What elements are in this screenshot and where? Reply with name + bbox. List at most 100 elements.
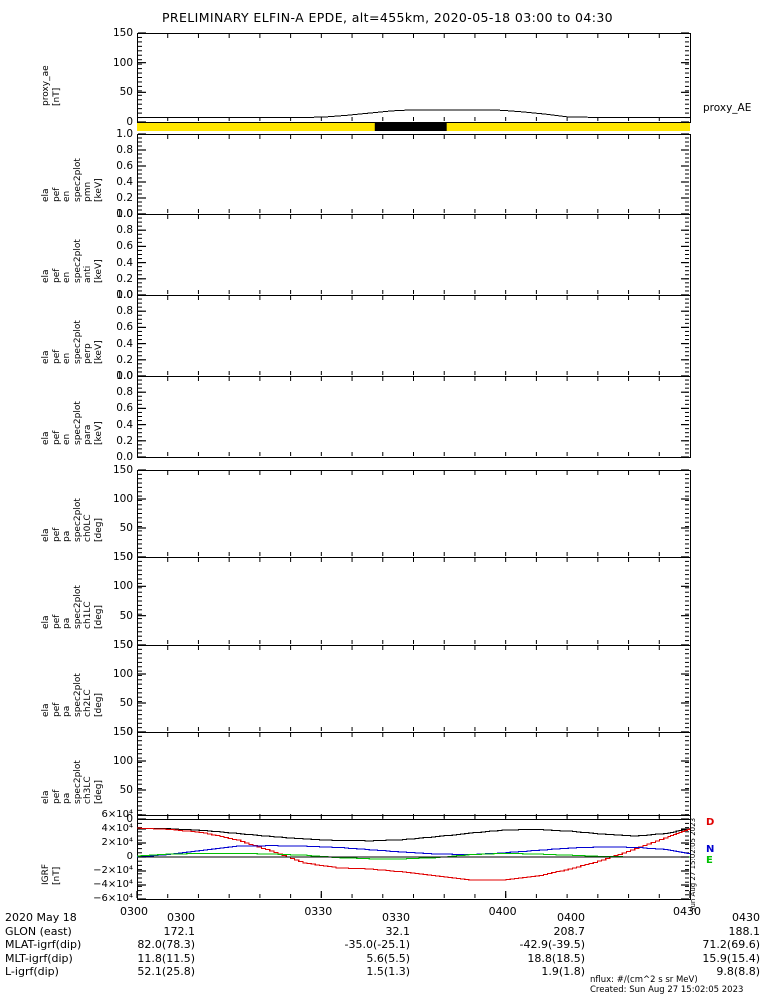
panel-igrf-ytick: −6×10⁴ xyxy=(93,893,133,904)
ephemeris-cell: 172.1 xyxy=(163,924,196,938)
ephemeris-cell: 32.1 xyxy=(385,924,411,938)
ephemeris-cell: 82.0(78.3) xyxy=(137,938,195,951)
ephemeris-cell: 9.8(8.8) xyxy=(716,965,760,978)
panel-en_pmn-ytick: 0.8 xyxy=(116,144,133,156)
panel-proxy_ae-ytick: 50 xyxy=(119,86,133,99)
panel-pa_ch2lc-ylabel-line: ela xyxy=(41,702,51,717)
igrf-legend-E: E xyxy=(706,855,713,866)
panel-pa_ch1lc-ytick: 50 xyxy=(119,609,133,622)
ephemeris-row-label: L-igrf(dip) xyxy=(5,965,59,978)
ephemeris-cell: 5.6(5.5) xyxy=(366,951,410,965)
ephemeris-cell: 15.9(15.4) xyxy=(702,951,760,965)
panel-en_anti-ytick: 0.6 xyxy=(116,240,133,253)
panel-proxy_ae-ytick: 150 xyxy=(112,27,133,39)
ephemeris-cell: 0330 xyxy=(382,911,410,924)
panel-igrf-ytick: 0 xyxy=(126,851,133,862)
panel-en_pmn-ylabel-line: ela xyxy=(41,188,51,202)
panel-igrf-ytick: 2×10⁴ xyxy=(101,837,133,848)
panel-en_pmn-ytick: 1.0 xyxy=(116,128,133,140)
panel-pa_ch1lc-ytick: 0 xyxy=(126,639,133,651)
panel-pa_ch3lc-ytick: 100 xyxy=(112,755,133,767)
panel-igrf-ytick: 4×10⁴ xyxy=(101,823,133,834)
panel-pa_ch2lc-ytick: 150 xyxy=(112,639,133,651)
side-timestamp: Sun Aug 27 15:02:05 2023 xyxy=(689,817,697,912)
ephemeris-cell: -42.9(-39.5) xyxy=(519,938,585,951)
panel-en_pmn-ytick: 0.0 xyxy=(116,208,133,220)
panel-en_perp-ytick: 0.4 xyxy=(116,337,133,350)
panel-en_para-ytick: 0.2 xyxy=(116,434,133,447)
panel-en_para-ytick: 0.0 xyxy=(116,451,133,463)
igrf-legend-D: D xyxy=(706,817,715,828)
footer-units: nflux: #/(cm^2 s sr MeV) xyxy=(590,975,698,985)
panel-en_anti-ytick: 0.0 xyxy=(116,289,133,301)
panel-en_pmn-ytick: 0.2 xyxy=(116,192,133,204)
ephemeris-cell: 208.7 xyxy=(553,924,586,938)
ephemeris-cell: 11.8(11.5) xyxy=(137,951,195,965)
x-tick-0430: 0430 xyxy=(673,905,701,918)
panel-en_perp-ytick: 0.2 xyxy=(116,353,133,366)
x-tick-0330: 0330 xyxy=(304,905,333,918)
ephemeris-cell: -35.0(-25.1) xyxy=(344,938,410,951)
panel-en_para-ytick: 0.8 xyxy=(116,386,133,399)
panel-en_perp-ytick: 0.6 xyxy=(116,321,133,334)
panel-pa_ch0lc-ytick: 100 xyxy=(112,493,133,505)
panel-pa_ch2lc-ytick: 0 xyxy=(126,726,133,738)
panel-en_para-ytick: 1.0 xyxy=(116,370,133,382)
panel-en_anti-ylabel-line: ela xyxy=(41,268,51,283)
ephemeris-cell: 0300 xyxy=(167,911,195,924)
panel-en_para-ylabel-line: ela xyxy=(41,430,51,445)
panel-en_anti-ytick: 0.4 xyxy=(116,256,133,269)
panel-pa_ch0lc-ytick: 50 xyxy=(119,522,133,534)
panel-pa_ch2lc-ytick: 50 xyxy=(119,697,133,709)
panel-pa_ch1lc-ylabel-line: ela xyxy=(41,615,51,629)
panel-pa_ch3lc-ytick: 0 xyxy=(126,813,133,825)
panel-en_pmn-ytick: 0.6 xyxy=(116,160,133,172)
ephemeris-cell: 18.8(18.5) xyxy=(527,951,585,965)
ephemeris-row-label: MLAT-igrf(dip) xyxy=(5,938,82,951)
ephemeris-cell: 188.1 xyxy=(728,924,761,938)
panel-pa_ch3lc-ytick: 50 xyxy=(119,784,133,796)
panel-en_anti-ytick: 1.0 xyxy=(116,208,133,220)
panel-proxy_ae-ytick: 100 xyxy=(112,56,133,69)
panel-pa_ch2lc-ytick: 100 xyxy=(112,668,133,680)
panel-en_perp-ytick: 1.0 xyxy=(116,289,133,301)
footer-created: Created: Sun Aug 27 15:02:05 2023 xyxy=(590,985,744,995)
panel-pa_ch1lc-ytick: 100 xyxy=(112,580,133,593)
ephemeris-cell: 1.9(1.8) xyxy=(541,965,585,978)
panel-igrf-ytick: −2×10⁴ xyxy=(93,865,133,876)
ephemeris-row-label: GLON (east) xyxy=(5,924,72,938)
panel-proxy_ae-ylabel-line: proxy_ae xyxy=(41,64,51,106)
panel-igrf-ylabel-line: IGRF xyxy=(41,863,51,885)
panel-igrf-ytick: 6×10⁴ xyxy=(101,809,133,820)
x-tick-0300: 0300 xyxy=(120,905,148,918)
panel-en_perp-ylabel-line: ela xyxy=(41,349,51,364)
proxy-ae-right-label: proxy_AE xyxy=(703,102,752,114)
panel-en_pmn-ytick: 0.4 xyxy=(116,176,133,188)
ephemeris-row-label: 2020 May 18 xyxy=(5,911,77,924)
ephemeris-cell: 0430 xyxy=(732,911,760,924)
ephemeris-cell: 71.2(69.6) xyxy=(702,938,760,951)
ephemeris-cell: 0400 xyxy=(557,911,585,924)
panel-frames xyxy=(136,32,691,900)
page-title: PRELIMINARY ELFIN-A EPDE, alt=455km, 202… xyxy=(161,10,614,25)
x-tick-0400: 0400 xyxy=(488,905,517,918)
ephemeris-cell: 52.1(25.8) xyxy=(137,965,195,978)
panel-pa_ch0lc-ytick: 0 xyxy=(126,551,133,563)
panel-pa_ch0lc-ylabel-line: ela xyxy=(41,527,51,542)
panel-en_anti-ytick: 0.8 xyxy=(116,224,133,237)
ephemeris-cell: 1.5(1.3) xyxy=(366,965,410,978)
panel-proxy_ae-ytick: 0 xyxy=(126,116,133,128)
panel-en_para-ytick: 0.6 xyxy=(116,402,133,415)
panel-pa_ch3lc-ytick: 150 xyxy=(112,726,133,738)
panel-en_anti-ytick: 0.2 xyxy=(116,272,133,285)
panel-en_perp-ytick: 0.0 xyxy=(116,370,133,382)
panel-traces xyxy=(137,109,691,881)
ephemeris-row-label: MLT-igrf(dip) xyxy=(5,951,73,965)
panel-pa_ch1lc-ytick: 150 xyxy=(112,551,133,563)
panel-pa_ch0lc-ytick: 150 xyxy=(112,464,133,476)
igrf-legend-N: N xyxy=(706,844,715,855)
panel-en_para-ytick: 0.4 xyxy=(116,418,133,431)
panel-en_perp-ytick: 0.8 xyxy=(116,305,133,318)
